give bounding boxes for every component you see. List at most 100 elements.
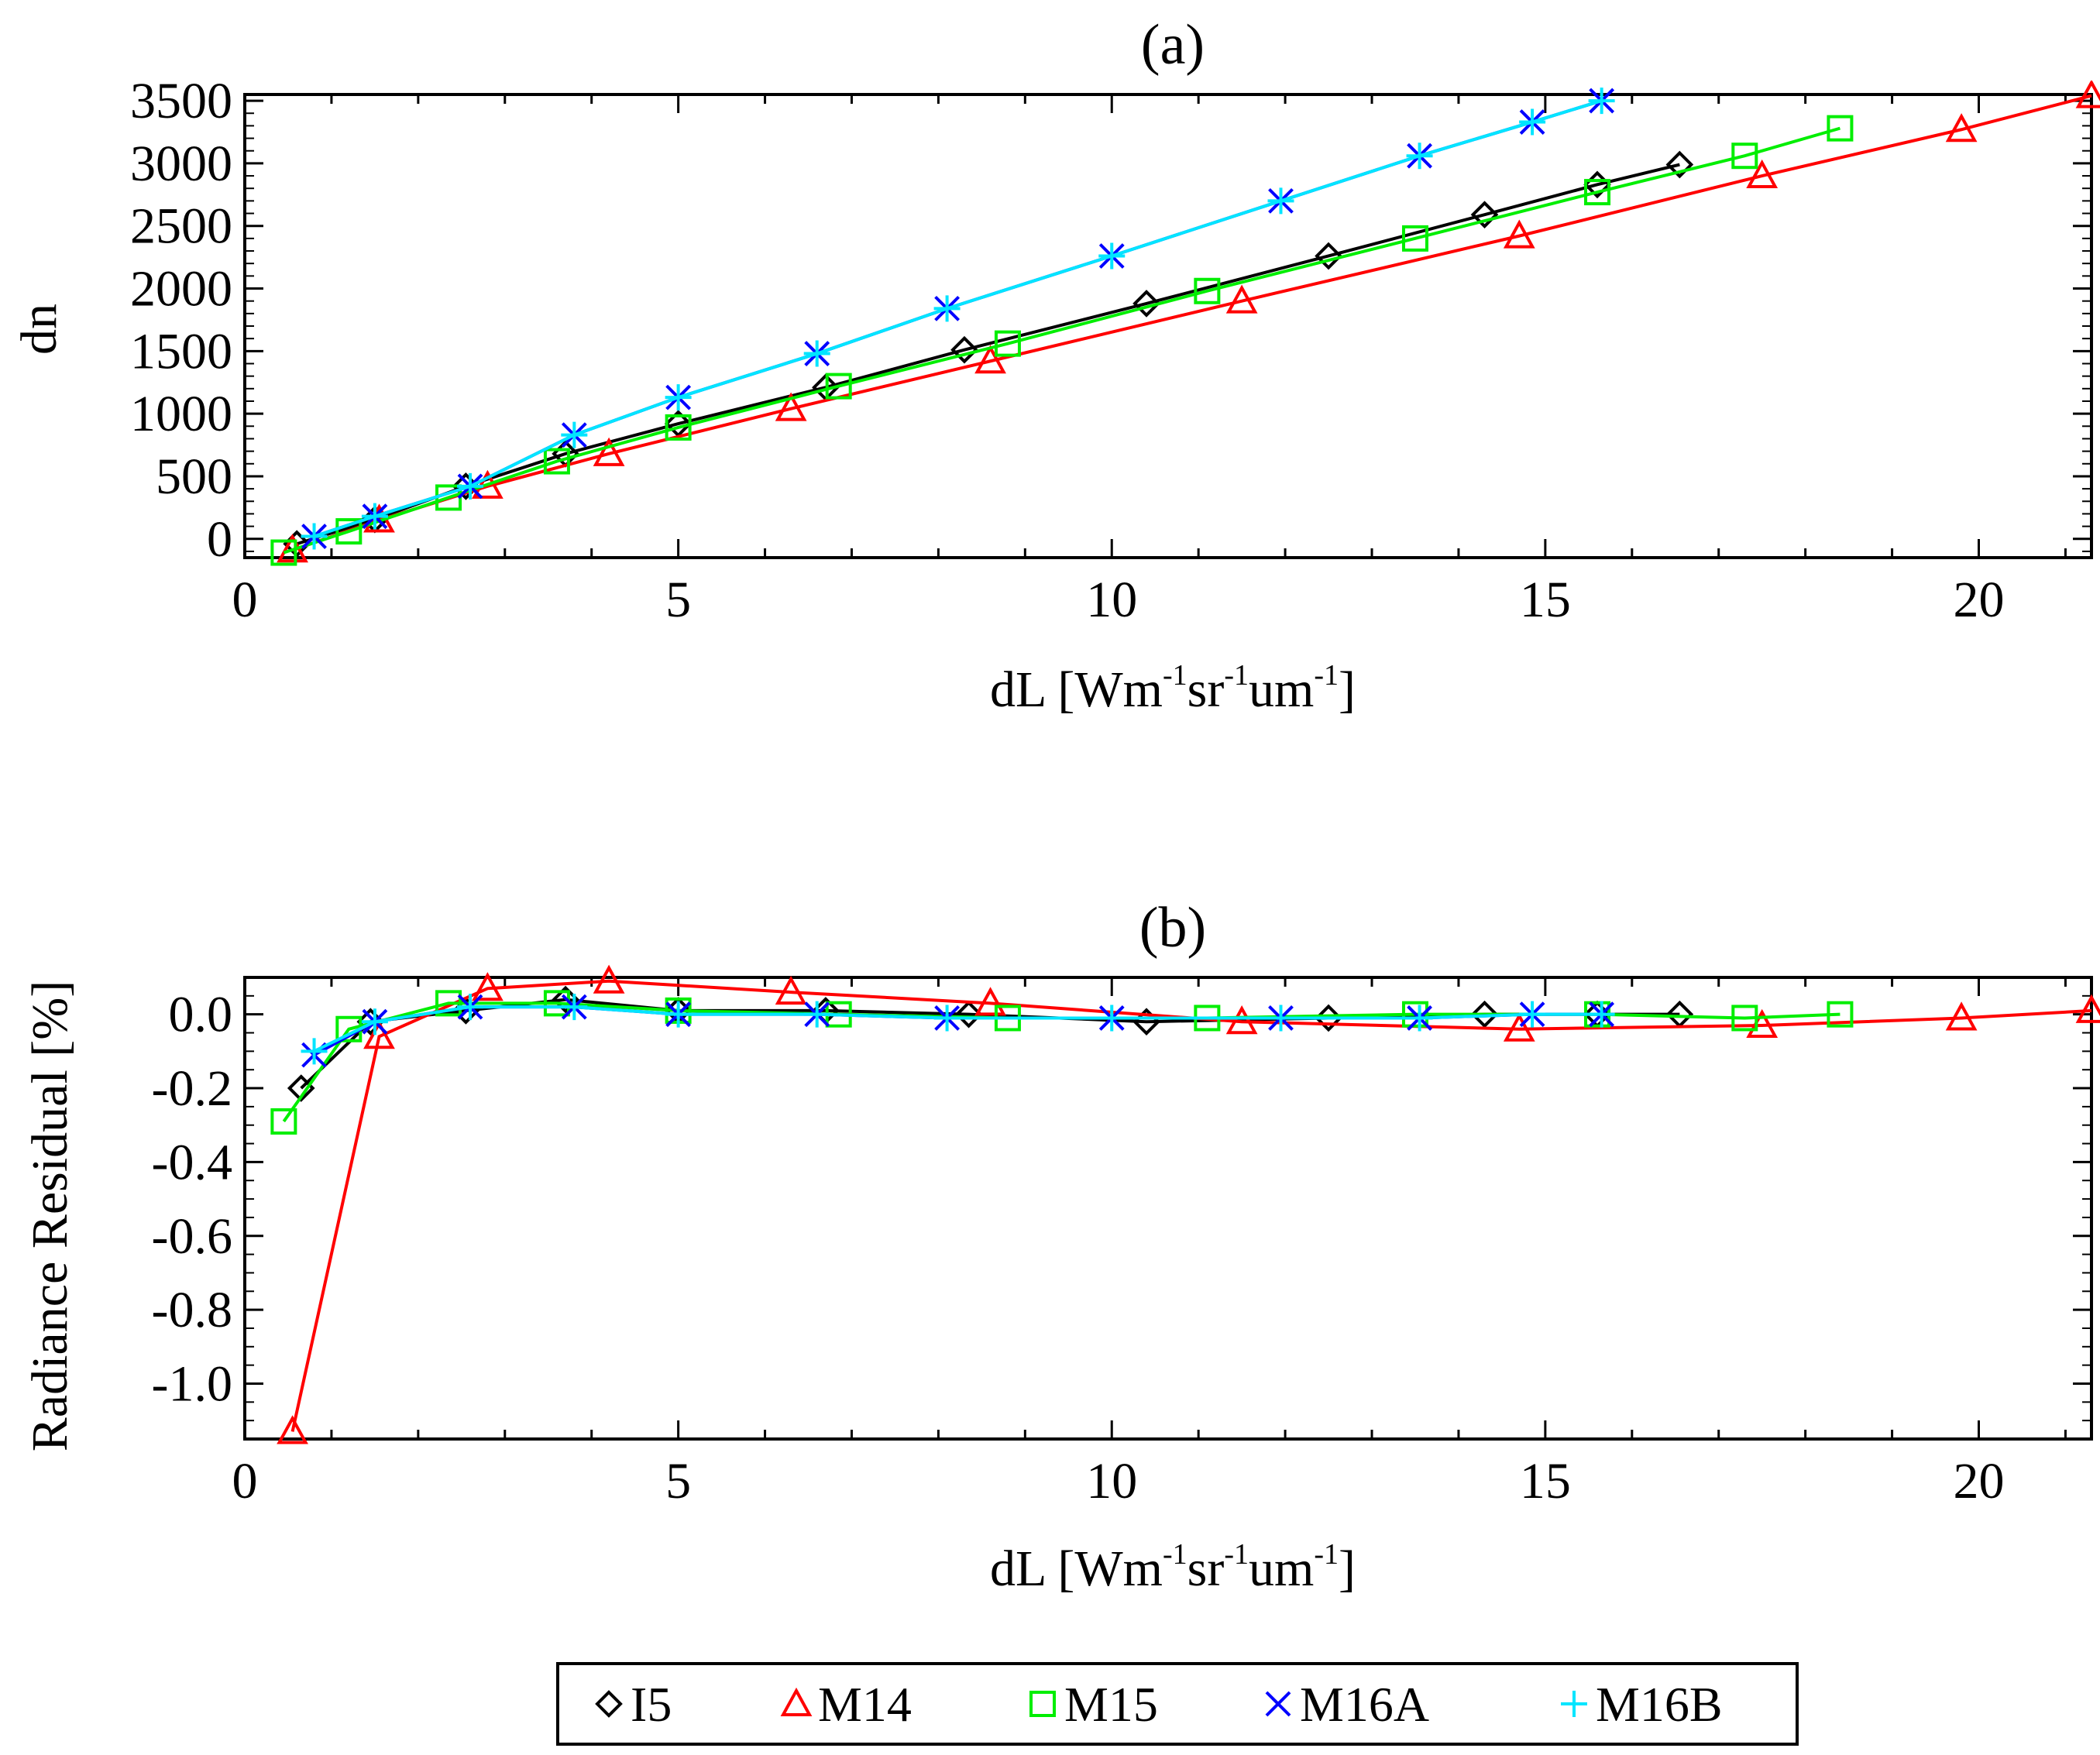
legend-item-M16B: M16B (1561, 1677, 1723, 1732)
data-point-M16B (361, 1008, 388, 1035)
data-point-M15 (270, 539, 297, 566)
data-point-M14 (1945, 1001, 1978, 1031)
data-point-M14 (277, 1415, 308, 1444)
data-point-I5 (1315, 242, 1342, 270)
data-point-M16B (1098, 242, 1126, 270)
data-point-I5 (950, 335, 978, 364)
data-point-M16B (361, 503, 388, 530)
data-point-M15 (543, 448, 570, 475)
x-tick-label: 15 (1520, 572, 1571, 628)
panel-b: (b) Radiance Residual [%] dL [Wm-1sr-1um… (22, 896, 2100, 1597)
data-point-M16B (803, 340, 830, 367)
data-point-M16B (665, 1001, 692, 1028)
data-point-M14 (974, 345, 1006, 374)
data-point-M15 (665, 414, 692, 441)
panel-a-title: (a) (1141, 13, 1205, 77)
legend-marker-M16B (1561, 1691, 1587, 1717)
y-tick-label: -0.8 (152, 1282, 232, 1338)
panel-b-title: (b) (1139, 896, 1206, 960)
data-point-M14 (2075, 81, 2100, 108)
series-M14 (277, 964, 2100, 1444)
legend-item-M16A: M16A (1265, 1677, 1429, 1732)
data-point-M15 (994, 330, 1021, 357)
legend-label-M16A: M16A (1300, 1677, 1429, 1732)
x-tick-label: 0 (232, 1453, 258, 1509)
legend-item-I5: I5 (595, 1677, 672, 1732)
data-point-I5 (1315, 1004, 1342, 1032)
data-point-M16B (933, 295, 961, 322)
x-tick-label: 0 (232, 572, 258, 628)
series-line-M15 (283, 126, 1841, 555)
series-M16B (301, 994, 1615, 1065)
data-point-I5 (1470, 1000, 1499, 1029)
data-point-M16B (561, 421, 588, 448)
x-tick-label: 10 (1086, 572, 1137, 628)
y-tick-label: -0.6 (152, 1208, 232, 1265)
data-point-M16B (301, 523, 328, 550)
data-point-M16B (1588, 88, 1615, 115)
panel-a: (a) dn dL [Wm-1sr-1um-1] 0 5 10 15 20 0 500 100… (11, 13, 2100, 718)
data-point-M16B (457, 994, 484, 1021)
data-point-M15 (1731, 143, 1758, 170)
data-point-M14 (363, 1020, 395, 1049)
data-point-M14 (472, 972, 504, 1001)
data-point-M15 (335, 518, 363, 545)
y-tick-label: -1.0 (152, 1355, 232, 1412)
legend-label-I5: I5 (631, 1677, 672, 1732)
legend-label-M16B: M16B (1596, 1677, 1723, 1732)
data-point-M15 (1584, 179, 1611, 206)
data-point-M15 (1827, 115, 1854, 142)
data-point-M15 (1827, 1001, 1854, 1028)
data-point-M14 (1945, 113, 1978, 143)
series-line-M14 (290, 979, 2092, 1432)
legend-label-M15: M15 (1064, 1677, 1158, 1732)
panel-1-frame (243, 976, 2093, 1441)
legend-marker-M14 (780, 1687, 813, 1716)
x-tick-label: 15 (1520, 1453, 1571, 1509)
legend-item-M14: M14 (780, 1677, 912, 1732)
y-tick-label: 1000 (130, 386, 232, 442)
data-point-M14 (1746, 159, 1779, 189)
legend-box (556, 1662, 1799, 1746)
data-point-M14 (1503, 1012, 1535, 1042)
panel-a-xlabel: dL [Wm-1sr-1um-1] (990, 659, 1356, 718)
panel-a-ylabel: dn (11, 304, 67, 355)
data-point-M16B (1519, 108, 1546, 136)
data-point-M14 (1225, 1005, 1258, 1035)
panel-b-ylabel: Radiance Residual [%] (22, 981, 78, 1451)
data-point-M16B (933, 1005, 961, 1032)
data-point-M14 (593, 437, 625, 466)
x-tick-label: 5 (665, 1453, 691, 1509)
data-point-I5 (954, 1000, 983, 1029)
data-point-I5 (1132, 290, 1160, 318)
y-tick-label: 0.0 (169, 987, 233, 1043)
data-point-M14 (1225, 284, 1258, 314)
data-point-M14 (593, 964, 625, 994)
panel-b-xlabel: dL [Wm-1sr-1um-1] (990, 1538, 1356, 1597)
legend-label-M14: M14 (818, 1677, 912, 1732)
y-tick-label: 2000 (130, 261, 232, 318)
data-point-M16B (1267, 1005, 1294, 1032)
y-tick-label: 500 (156, 448, 232, 505)
data-point-M14 (775, 975, 807, 1005)
data-point-M16B (1098, 1005, 1126, 1032)
data-point-M15 (435, 990, 462, 1017)
series-line-M14 (291, 94, 2092, 552)
data-point-M14 (974, 987, 1006, 1016)
data-point-M15 (1401, 1001, 1428, 1028)
data-point-M16B (457, 472, 484, 500)
x-tick-label: 20 (1953, 1453, 2004, 1509)
legend: I5 M14 M15 M16A M16B (556, 1662, 1799, 1746)
data-point-M16B (1406, 143, 1433, 170)
data-point-M16B (561, 994, 588, 1021)
series-M16B (301, 88, 1615, 550)
data-point-M16B (803, 1001, 830, 1028)
data-point-M14 (775, 392, 807, 421)
data-point-M15 (1194, 277, 1221, 304)
data-point-M14 (1503, 219, 1535, 249)
data-point-I5 (1470, 201, 1499, 228)
series-M14 (277, 81, 2100, 563)
y-tick-label: 3500 (130, 73, 232, 129)
x-tick-label: 20 (1953, 572, 2004, 628)
